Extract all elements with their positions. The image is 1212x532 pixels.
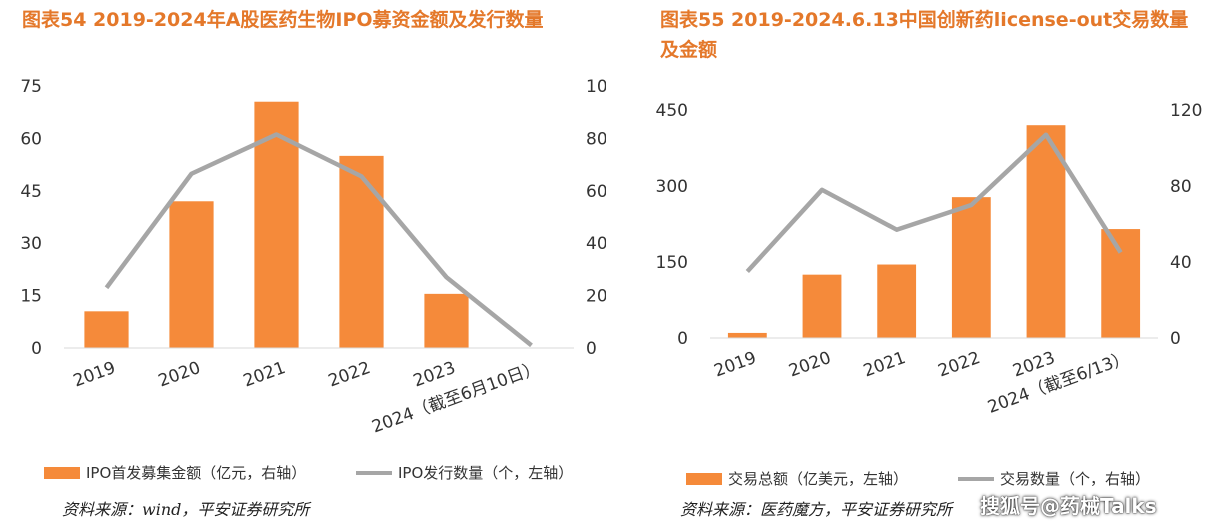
left-axis-tick-label: 45	[20, 182, 42, 202]
left-axis-tick-label: 0	[677, 329, 688, 349]
category-label: 2023	[411, 358, 458, 392]
bar	[802, 274, 842, 338]
bar	[1026, 125, 1066, 338]
category-label: 2019	[712, 348, 759, 382]
right-axis-tick-label: 400	[586, 234, 606, 254]
legend-label: IPO发行数量（个，左轴）	[398, 464, 573, 482]
category-label: 2022	[936, 348, 983, 382]
bar	[951, 197, 991, 338]
category-label: 2020	[786, 348, 833, 382]
left-axis-tick-label: 0	[31, 339, 42, 359]
left-axis-tick-label: 300	[656, 177, 688, 197]
chart2-title: 图表55 2019-2024.6.13中国创新药license-out交易数量及…	[660, 9, 1189, 61]
line-series	[104, 132, 533, 348]
category-label: 2024（截至6/13）	[985, 348, 1132, 418]
legend-bar-swatch	[44, 467, 80, 479]
right-axis-tick-label: 200	[586, 287, 606, 307]
category-label: 2021	[861, 348, 908, 382]
right-axis-tick-label: 800	[586, 129, 606, 149]
chart1: 0 15 30 45 60 75 0 200 400 600 800 1000 2019 2020 2021…	[20, 77, 606, 482]
category-label: 2020	[156, 358, 203, 392]
category-label: 2022	[326, 358, 373, 392]
left-axis-tick-label: 75	[20, 77, 42, 97]
left-axis-tick-label: 30	[20, 234, 42, 254]
bar	[84, 311, 129, 348]
right-axis-tick-label: 0	[1170, 329, 1181, 349]
left-axis-tick-label: 450	[656, 101, 688, 121]
watermark: 搜狐号@药械Talks	[980, 494, 1157, 518]
chart1-title: 图表54 2019-2024年A股医药生物IPO募资金额及发行数量	[22, 9, 544, 31]
line-series	[745, 132, 1123, 274]
chart1-source: 资料来源：wind，平安证券研究所	[62, 500, 310, 519]
right-axis-tick-label: 80	[1170, 177, 1192, 197]
bar	[727, 332, 767, 338]
right-axis-tick-label: 1000	[586, 77, 606, 97]
right-axis-tick-label: 600	[586, 182, 606, 202]
bar	[254, 101, 299, 348]
bar	[169, 201, 214, 348]
chart2-source: 资料来源：医药魔方，平安证券研究所	[680, 500, 953, 519]
left-axis-tick-label: 150	[656, 253, 688, 273]
legend-label: 交易数量（个，右轴）	[1000, 470, 1150, 488]
right-axis-tick-label: 0	[586, 339, 597, 359]
category-label: 2021	[241, 358, 288, 392]
right-axis-tick-label: 120	[1170, 101, 1202, 121]
legend-bar-swatch	[686, 473, 722, 485]
bar	[1101, 229, 1141, 338]
left-axis-tick-label: 15	[20, 287, 42, 307]
bar	[877, 264, 917, 338]
legend-label: 交易总额（亿美元，左轴）	[728, 470, 908, 488]
right-axis-tick-label: 40	[1170, 253, 1192, 273]
legend-label: IPO首发募集金额（亿元，右轴）	[86, 464, 306, 482]
bar	[339, 155, 384, 348]
left-axis-tick-label: 60	[20, 129, 42, 149]
category-label: 2024（截至6月10日）	[369, 358, 543, 438]
category-label: 2019	[71, 358, 118, 392]
bar	[424, 293, 469, 348]
